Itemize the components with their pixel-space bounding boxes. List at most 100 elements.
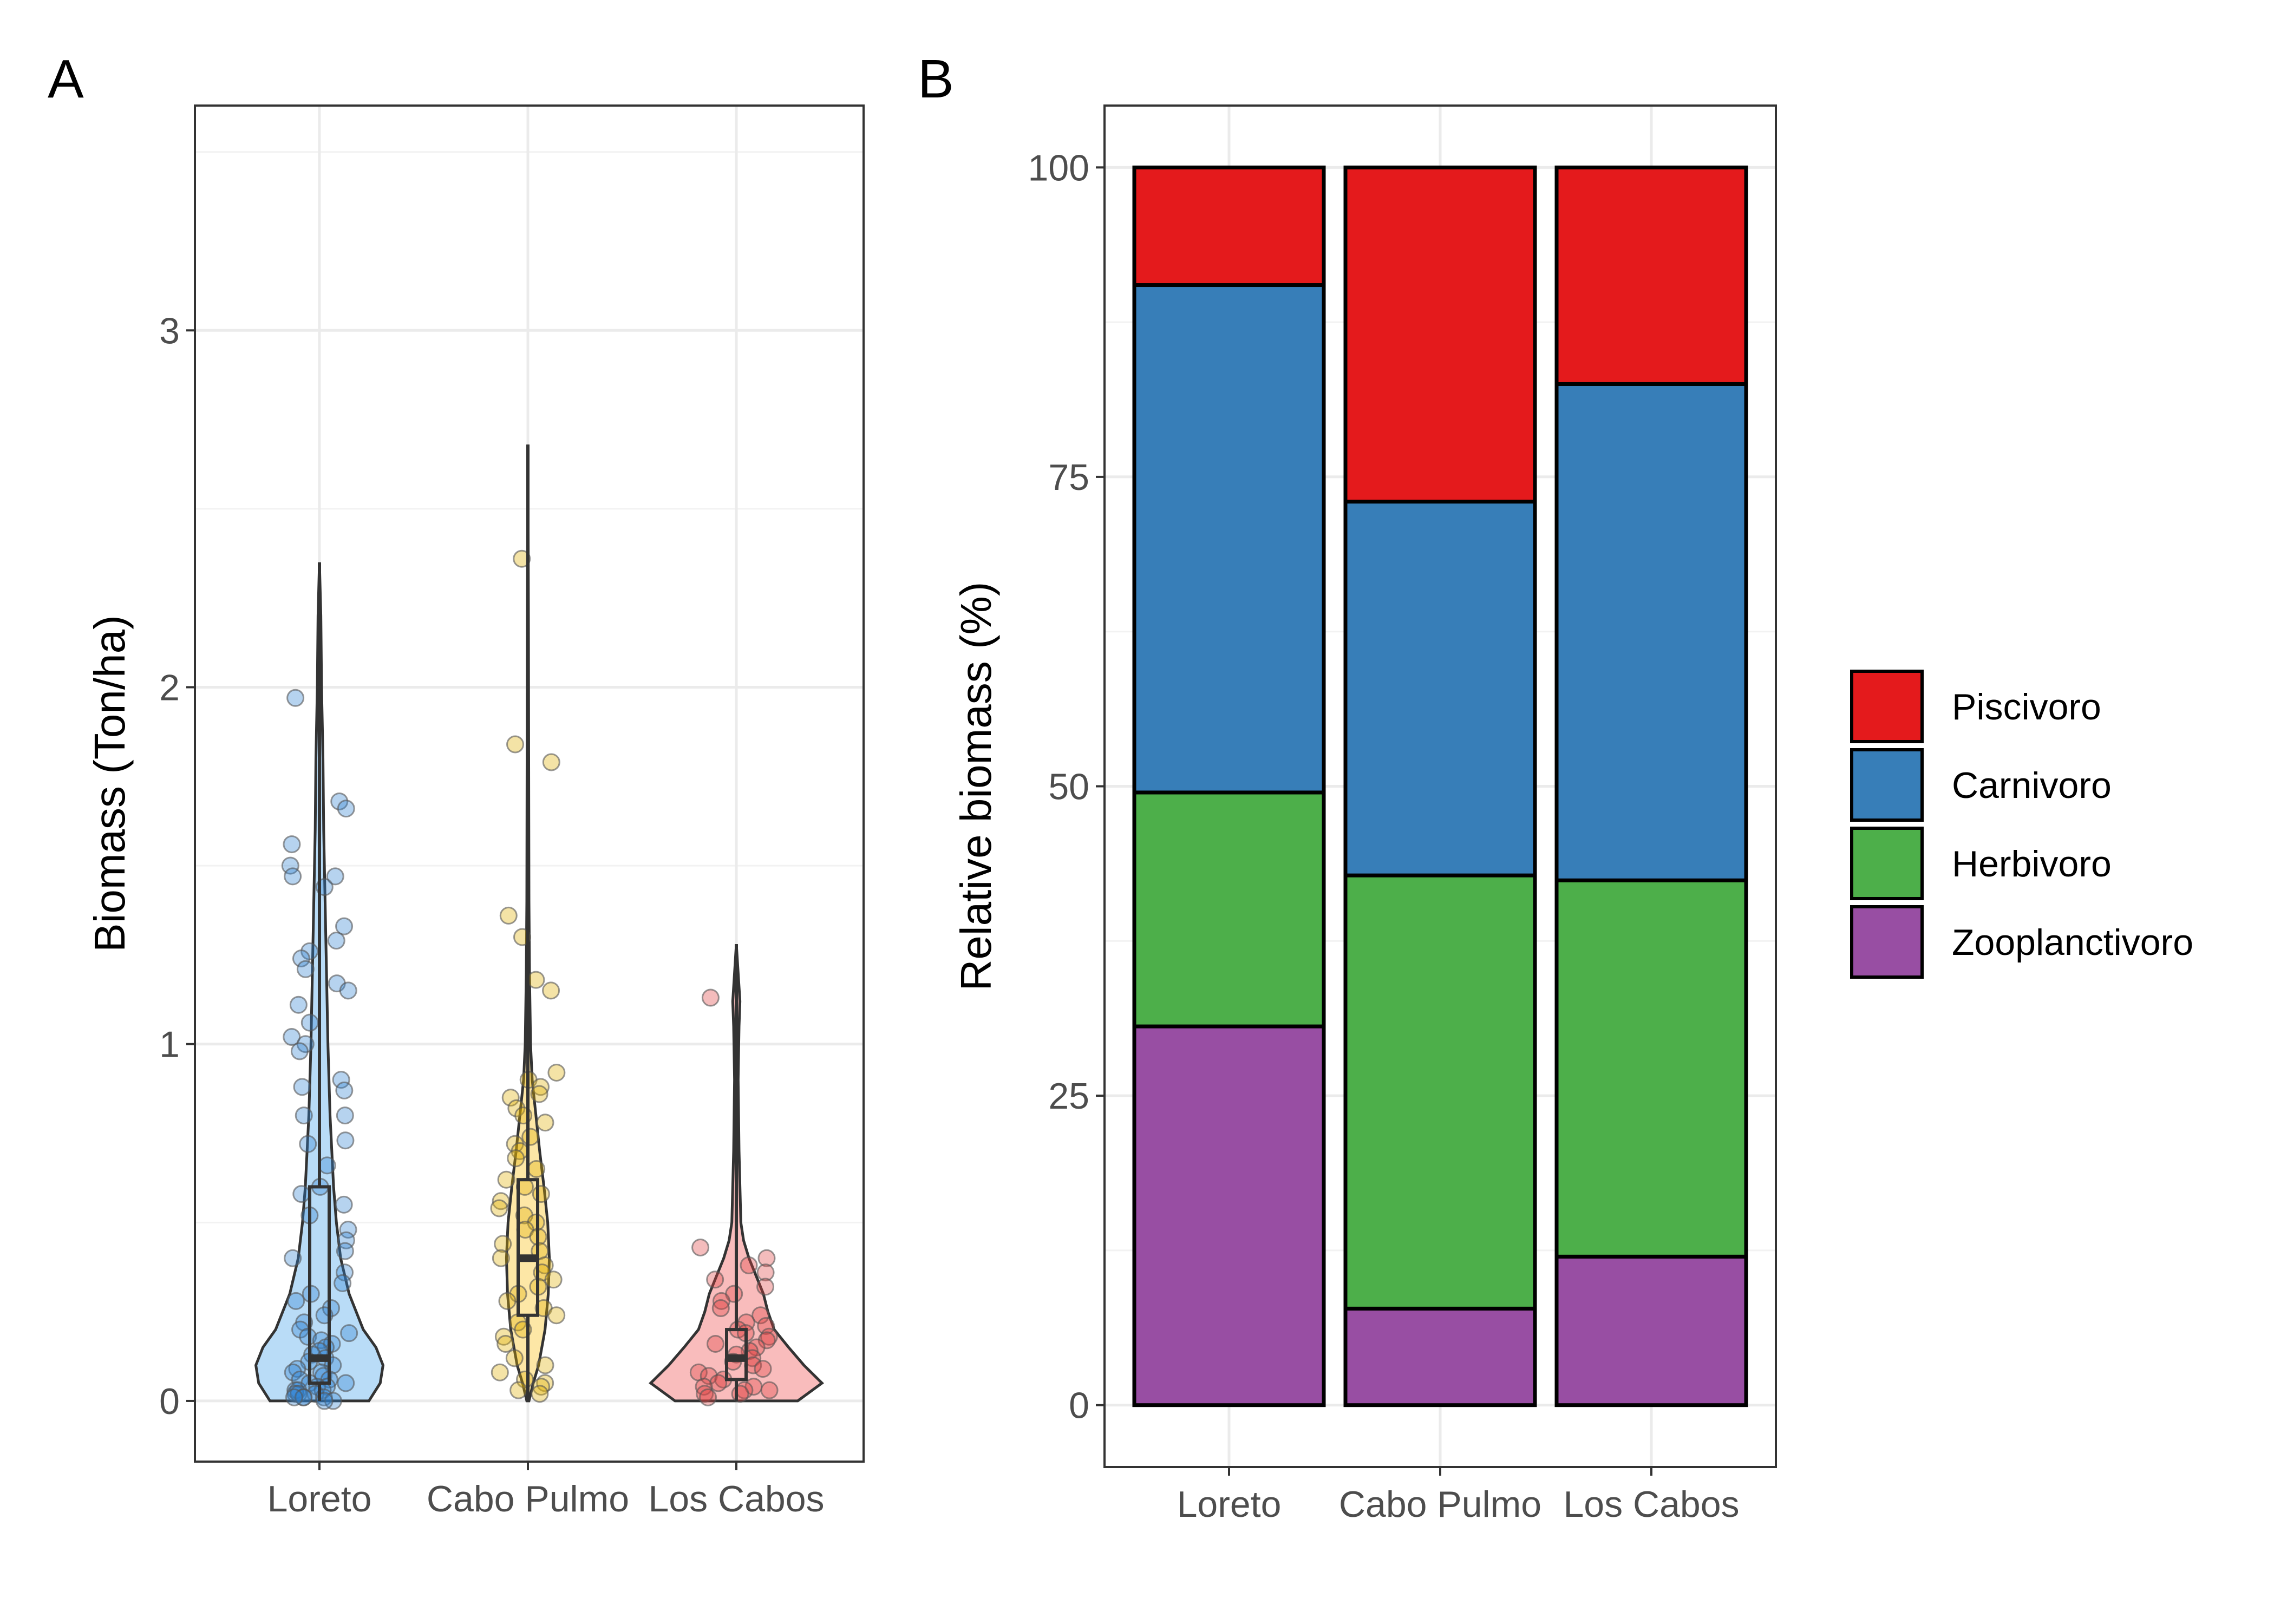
data-point — [532, 1378, 551, 1396]
data-point — [706, 1271, 724, 1289]
data-point — [506, 735, 525, 754]
data-point — [290, 1042, 309, 1060]
data-point — [521, 1128, 540, 1146]
data-point — [336, 1131, 355, 1150]
data-point — [335, 1195, 353, 1214]
bar-los-cabos-herbivoro — [1554, 878, 1748, 1259]
y-tick-label: 75 — [1048, 457, 1089, 498]
data-point — [340, 1324, 358, 1343]
data-point — [757, 1317, 775, 1335]
data-point — [752, 1306, 770, 1325]
data-point — [490, 1199, 508, 1217]
bar-los-cabos-zooplanctivoro — [1554, 1254, 1748, 1407]
bar-los-cabos-piscivoro — [1554, 165, 1748, 386]
data-point — [531, 1078, 550, 1096]
data-point — [292, 949, 310, 968]
box-iqr — [308, 1185, 331, 1385]
bar-loreto-piscivoro — [1132, 165, 1326, 287]
data-point — [501, 1089, 520, 1107]
data-point — [295, 1106, 313, 1125]
data-point — [505, 1349, 524, 1367]
y-tick-label: 3 — [159, 310, 180, 351]
data-point — [336, 1242, 354, 1260]
y-tick-label: 0 — [159, 1381, 180, 1422]
data-point — [492, 1249, 510, 1267]
data-point — [336, 1106, 354, 1125]
data-point — [494, 1235, 512, 1253]
data-point — [756, 1278, 775, 1296]
data-point — [709, 1374, 728, 1392]
data-point — [513, 549, 531, 568]
data-point — [547, 1063, 566, 1082]
data-point — [509, 1381, 528, 1399]
bar-loreto-carnivoro — [1132, 283, 1326, 795]
x-tick-label: Loreto — [267, 1478, 372, 1520]
legend-label-carnivoro: Carnivoro — [1952, 765, 2112, 806]
data-point — [536, 1114, 554, 1132]
data-point — [706, 1334, 724, 1353]
data-point — [299, 1135, 317, 1153]
data-point — [295, 1388, 313, 1406]
data-point — [285, 1388, 303, 1406]
data-point — [536, 1356, 554, 1374]
legend-key-herbivoro — [1850, 827, 1924, 900]
data-point — [507, 1149, 525, 1168]
data-point — [337, 1374, 355, 1392]
data-point — [531, 1385, 549, 1403]
data-point — [287, 1292, 305, 1310]
data-point — [334, 1274, 352, 1292]
data-point — [299, 1327, 317, 1346]
data-point — [756, 1263, 775, 1282]
data-point — [332, 1071, 350, 1089]
y-tick-label: 50 — [1048, 767, 1089, 808]
data-point — [499, 906, 518, 925]
y-tick-label: 100 — [1028, 147, 1089, 188]
data-point — [498, 1292, 517, 1310]
data-point — [532, 1185, 550, 1203]
legend-key-carnivoro — [1850, 748, 1924, 822]
box-iqr — [517, 1178, 539, 1317]
data-point — [547, 1306, 566, 1325]
data-point — [286, 689, 305, 707]
data-point — [281, 856, 299, 875]
x-tick-label: Cabo Pulmo — [427, 1478, 629, 1520]
data-point — [284, 1363, 302, 1381]
data-point — [339, 1221, 357, 1239]
data-point — [337, 800, 355, 818]
y-axis-title: Relative biomass (%) — [952, 582, 1000, 991]
data-point — [542, 981, 560, 1000]
data-point — [284, 1249, 302, 1267]
data-point — [507, 1099, 526, 1117]
data-point — [284, 867, 302, 886]
data-point — [491, 1363, 509, 1381]
panel-a-violin-chart: 0 1 2 3 Loreto Cabo Pulmo Los Cabos Biomass (To… — [86, 104, 865, 1520]
legend-label-herbivoro: Herbivoro — [1952, 843, 2112, 885]
bar-los-cabos-carnivoro — [1554, 382, 1748, 882]
data-point — [289, 996, 308, 1014]
data-point — [335, 917, 354, 935]
data-point — [335, 1081, 354, 1099]
bar-loreto-herbivoro — [1132, 790, 1326, 1029]
data-point — [712, 1292, 730, 1310]
data-point — [339, 981, 357, 1000]
data-point — [691, 1238, 710, 1256]
data-point — [760, 1381, 779, 1399]
data-point — [330, 792, 349, 810]
bar-cabo-pulmo-zooplanctivoro — [1343, 1306, 1537, 1407]
data-point — [542, 753, 560, 771]
data-point — [292, 1185, 311, 1203]
legend-label-piscivoro: Piscivoro — [1952, 686, 2101, 728]
data-point — [695, 1378, 713, 1396]
x-tick-label: Los Cabos — [648, 1478, 824, 1520]
y-tick-label: 2 — [159, 667, 180, 709]
x-tick-label: Cabo Pulmo — [1339, 1484, 1541, 1525]
y-tick-label: 25 — [1048, 1076, 1089, 1117]
panel-a-tag: A — [48, 49, 84, 109]
data-point — [731, 1385, 749, 1403]
legend-key-piscivoro — [1850, 670, 1924, 743]
data-point — [326, 867, 344, 886]
data-point — [711, 1299, 730, 1318]
legend: Piscivoro Carnivoro Herbivoro Zooplanctivor… — [1850, 670, 2193, 979]
y-tick-label: 1 — [159, 1024, 180, 1065]
